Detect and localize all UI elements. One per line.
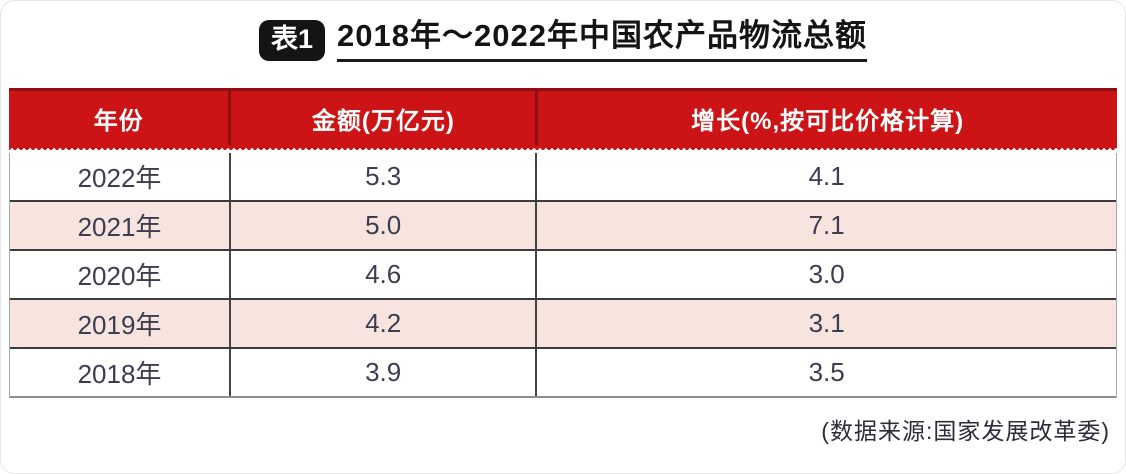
figure-title: 2018年～2022年中国农产品物流总额 (337, 18, 867, 63)
cell-year: 2018年 (77, 359, 162, 389)
column-header-amount: 金额(万亿元) (228, 91, 535, 145)
table-header-row: 年份 金额(万亿元) 增长(%,按可比价格计算) (9, 88, 1117, 145)
table-number-badge: 表1 (259, 19, 326, 62)
column-header-year: 年份 (93, 107, 144, 135)
cell-growth: 3.0 (535, 251, 1116, 298)
header-sawtooth-edge (9, 145, 1117, 150)
cell-amount: 5.0 (228, 202, 535, 249)
cell-growth: 3.5 (535, 349, 1116, 396)
cell-year: 2020年 (77, 261, 162, 291)
table-body: 2022年 5.3 4.1 2021年 5.0 7.1 2020年 4.6 3.… (9, 153, 1117, 398)
table-row: 2022年 5.3 4.1 (10, 153, 1116, 202)
cell-year: 2021年 (77, 212, 162, 242)
table-row: 2021年 5.0 7.1 (10, 202, 1116, 251)
data-table: 年份 金额(万亿元) 增长(%,按可比价格计算) 2022年 5.3 4.1 2… (9, 88, 1117, 398)
data-source-note: (数据来源:国家发展改革委) (821, 418, 1110, 444)
cell-growth: 7.1 (535, 202, 1116, 249)
cell-amount: 3.9 (228, 349, 535, 396)
cell-amount: 4.6 (228, 251, 535, 298)
cell-year: 2022年 (77, 163, 162, 193)
table-row: 2018年 3.9 3.5 (10, 349, 1116, 398)
cell-growth: 3.1 (535, 300, 1116, 347)
figure-title-row: 表1 2018年～2022年中国农产品物流总额 (1, 1, 1125, 67)
table-row: 2019年 4.2 3.1 (10, 300, 1116, 349)
table-row: 2020年 4.6 3.0 (10, 251, 1116, 300)
column-header-growth: 增长(%,按可比价格计算) (535, 91, 1117, 145)
cell-growth: 4.1 (535, 153, 1116, 200)
cell-amount: 5.3 (228, 153, 535, 200)
cell-year: 2019年 (77, 310, 162, 340)
cell-amount: 4.2 (228, 300, 535, 347)
